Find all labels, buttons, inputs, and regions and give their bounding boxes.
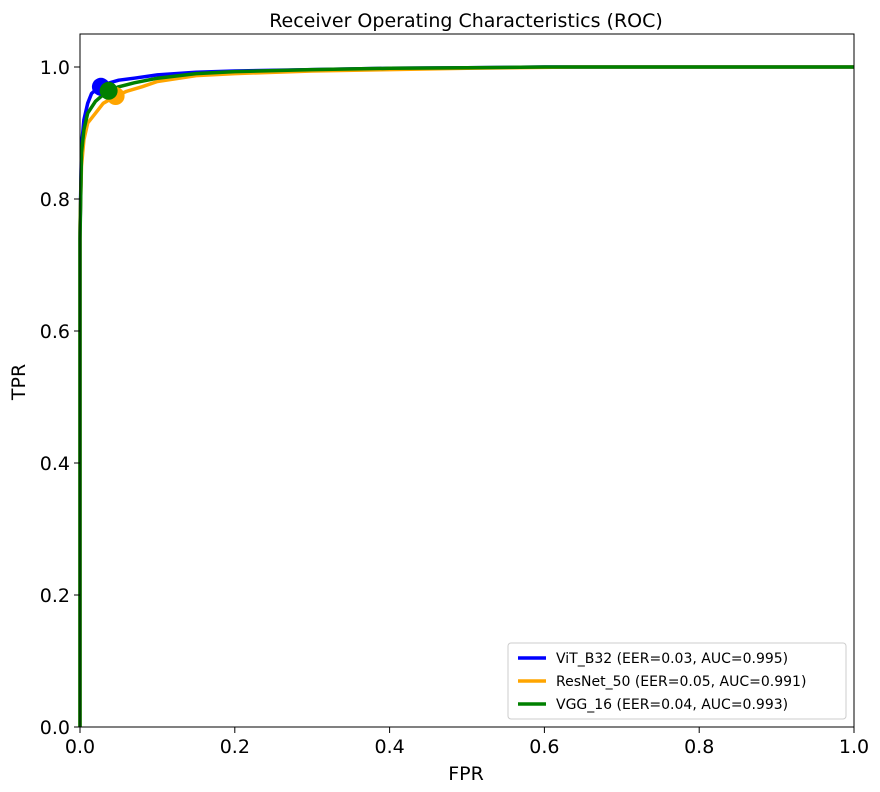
- y-tick-label: 0.2: [40, 585, 70, 607]
- legend-box: [507, 642, 847, 720]
- y-tick-label: 0.6: [40, 321, 70, 343]
- eer-point-2: [99, 81, 118, 100]
- x-tick-label: 0.2: [220, 736, 250, 758]
- x-tick-label: 0.4: [374, 736, 404, 758]
- x-tick-label: 0.0: [65, 736, 95, 758]
- x-tick-label: 1.0: [839, 736, 869, 758]
- y-tick-label: 1.0: [40, 57, 70, 79]
- x-tick-label: 0.8: [684, 736, 714, 758]
- legend: ViT_B32 (EER=0.03, AUC=0.995) ResNet_50 (…: [507, 642, 847, 720]
- y-tick-label: 0.0: [40, 717, 70, 739]
- chart-title: Receiver Operating Characteristics (ROC): [269, 10, 663, 32]
- legend-label-0: ViT_B32 (EER=0.03, AUC=0.995): [556, 651, 788, 667]
- series-line-0: [78, 65, 854, 727]
- y-tick-label: 0.4: [40, 453, 70, 475]
- legend-label-1: ResNet_50 (EER=0.05, AUC=0.991): [556, 674, 806, 690]
- series-line-1: [78, 65, 854, 727]
- legend-label-2: VGG_16 (EER=0.04, AUC=0.993): [556, 697, 788, 713]
- x-tick-label: 0.6: [529, 736, 559, 758]
- series-line-2: [78, 65, 854, 727]
- plot-area: 0.0 0.2 0.4 0.6 0.8 1.0 0.0 0.2 0.4 0.6 0.8 1.0: [40, 33, 869, 758]
- y-tick-label: 0.8: [40, 189, 70, 211]
- y-axis-label: TPR: [8, 364, 30, 401]
- x-axis-label: FPR: [448, 763, 484, 785]
- plot-frame: [79, 33, 855, 728]
